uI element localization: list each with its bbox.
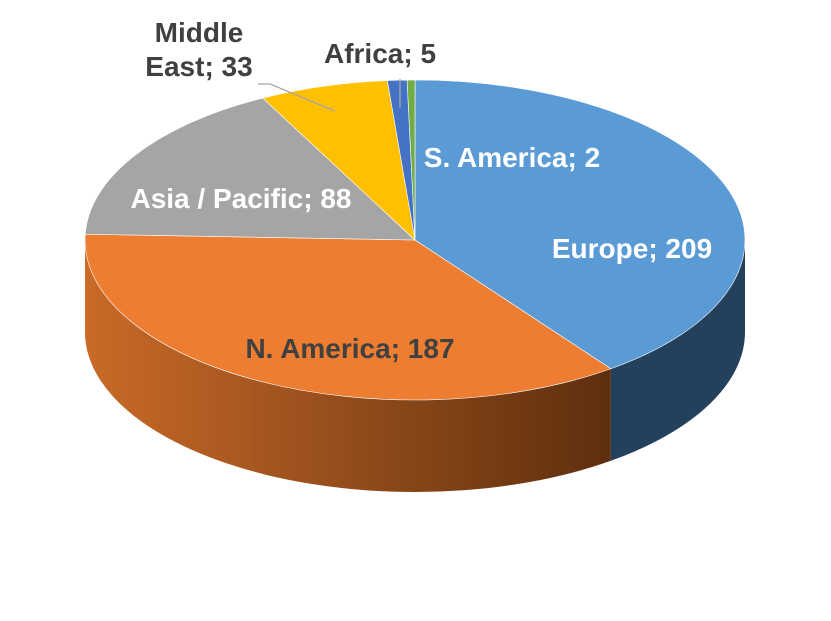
slice-europe [414, 79, 746, 370]
data-label-middle-east: Middle East; 33 [145, 17, 252, 82]
side-n-america [85, 240, 611, 492]
leader-line-middle-east [258, 83, 336, 112]
data-label-africa: Africa; 5 [324, 38, 436, 69]
slice-asia-pacific [84, 97, 416, 241]
slice-middle-east [262, 80, 416, 241]
leader-lines [258, 79, 401, 112]
slice-s-america [406, 79, 416, 241]
data-label-s-america: S. America; 2 [424, 142, 600, 173]
slice-n-america [84, 233, 612, 401]
data-label-europe: Europe; 209 [552, 233, 712, 264]
data-label-asia-pacific: Asia / Pacific; 88 [130, 183, 351, 214]
data-label-n-america: N. America; 187 [245, 333, 454, 364]
pie-slices [84, 79, 746, 401]
side-europe [610, 240, 745, 461]
pie-sides [85, 240, 745, 492]
data-labels: Europe; 209 N. America; 187 Asia / Pacific… [130, 17, 712, 364]
